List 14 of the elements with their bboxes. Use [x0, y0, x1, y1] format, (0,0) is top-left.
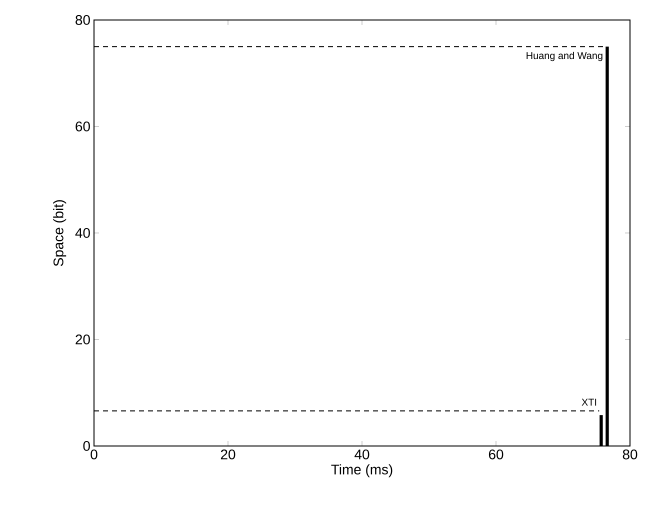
annotation: XTI — [582, 398, 596, 406]
y-tick-label: 40 — [75, 228, 90, 238]
y-axis-title: Space (bit) — [53, 200, 66, 266]
y-tick-label: 0 — [83, 441, 90, 451]
y-tick-label: 20 — [76, 334, 90, 344]
annotation: Huang and Wang — [526, 52, 602, 62]
y-tick-label: 80 — [76, 15, 90, 25]
x-tick-label: 40 — [354, 449, 370, 460]
x-tick-label: 20 — [220, 449, 236, 460]
x-tick-label: 80 — [622, 449, 638, 460]
y-tick-label: 60 — [76, 122, 90, 132]
x-axis-title: Time (ms) — [331, 464, 392, 478]
x-tick-label: 60 — [488, 449, 504, 460]
x-tick-label: 0 — [90, 449, 98, 460]
